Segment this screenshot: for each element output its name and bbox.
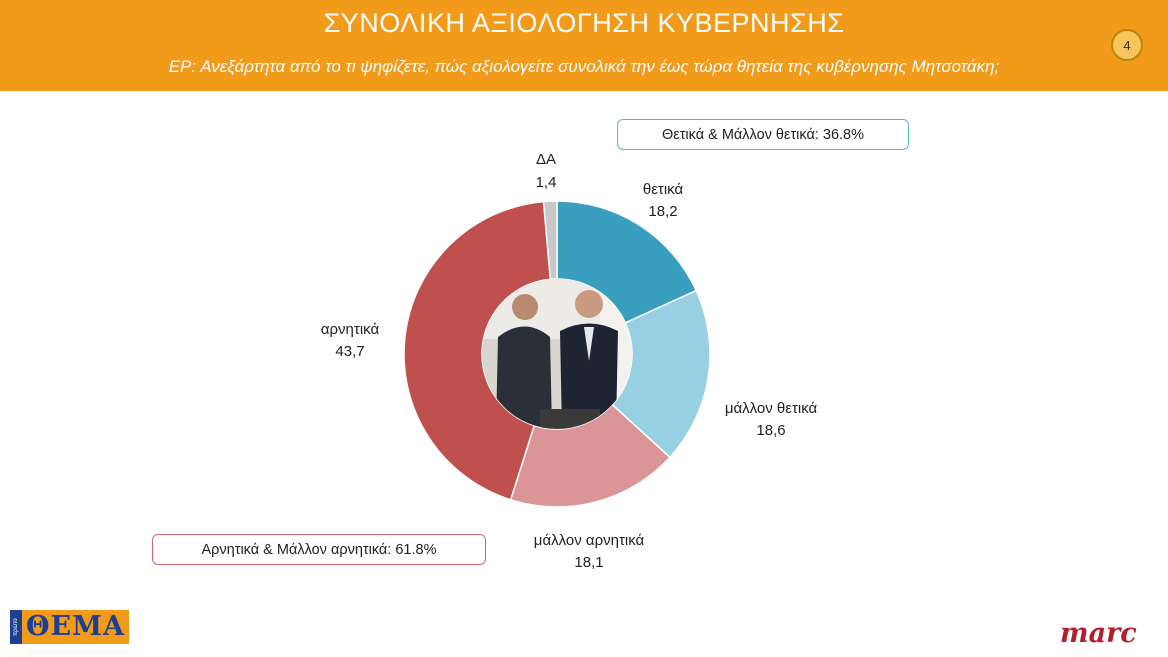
header-bar: ΣΥΝΟΛΙΚΗ ΑΞΙΟΛΟΓΗΣΗ ΚΥΒΕΡΝΗΣΗΣ ΕΡ: Ανεξά…	[0, 0, 1168, 91]
positive-summary-box: Θετικά & Μάλλον θετικά: 36.8%	[617, 119, 909, 150]
logo-small-text: πρώτο	[10, 610, 22, 644]
center-photo	[482, 279, 632, 429]
chart-labels: θετικά 18,2 μάλλον θετικά 18,6 μάλλον αρ…	[321, 151, 818, 571]
slice-label-positive: θετικά	[643, 181, 684, 198]
proto-thema-logo: πρώτο ΘΕΜΑ	[10, 610, 129, 644]
slice-value-somewhat-positive: 18,6	[756, 422, 785, 439]
logo-main-text: ΘΕΜΑ	[22, 610, 129, 644]
page-number-badge: 4	[1111, 29, 1143, 61]
slice-value-somewhat-negative: 18,1	[574, 554, 603, 571]
slice-label-negative: αρνητικά	[321, 321, 380, 338]
page-title: ΣΥΝΟΛΙΚΗ ΑΞΙΟΛΟΓΗΣΗ ΚΥΒΕΡΝΗΣΗΣ	[323, 8, 845, 38]
negative-summary-box: Αρνητικά & Μάλλον αρνητικά: 61.8%	[152, 534, 486, 565]
question-subtitle: ΕΡ: Ανεξάρτητα από το τι ψηφίζετε, πώς α…	[168, 57, 1000, 76]
slice-value-negative: 43,7	[335, 343, 364, 360]
marc-logo: marc	[1060, 618, 1137, 649]
slice-label-dk: ΔΑ	[536, 151, 556, 168]
donut-chart: θετικά 18,2 μάλλον θετικά 18,6 μάλλον αρ…	[321, 151, 818, 571]
slice-value-dk: 1,4	[536, 174, 557, 191]
slice-label-somewhat-positive: μάλλον θετικά	[725, 400, 818, 417]
chart-slices	[403, 200, 711, 508]
slice-label-somewhat-negative: μάλλον αρνητικά	[534, 532, 645, 549]
slice-value-positive: 18,2	[648, 203, 677, 220]
